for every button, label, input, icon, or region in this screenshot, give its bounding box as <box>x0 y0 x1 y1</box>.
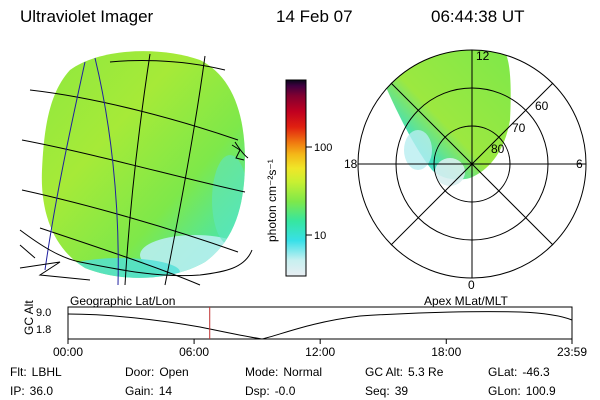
status-key: Mode: <box>245 365 279 379</box>
status-field: GLon: 100.9 <box>488 384 556 398</box>
status-field: Gain: 14 <box>125 384 172 398</box>
timeline-right-caption: Apex MLat/MLT <box>424 294 508 308</box>
colorbar-tick-100: 100 <box>314 142 332 154</box>
lat-label-80: 80 <box>491 142 505 156</box>
status-value: -46.3 <box>522 365 550 379</box>
timeline-x-tick-label: 12:00 <box>305 345 336 359</box>
mlt-label-0: 0 <box>468 278 475 292</box>
status-field: GLat: -46.3 <box>488 365 550 379</box>
status-key: Gain: <box>125 384 154 398</box>
status-field: Mode: Normal <box>245 365 322 379</box>
instrument-title: Ultraviolet Imager <box>20 7 154 26</box>
colorbar-tick-10: 10 <box>314 230 326 242</box>
status-key: Seq: <box>365 384 390 398</box>
mlt-label-6: 6 <box>576 157 583 171</box>
status-key: Door: <box>125 365 155 379</box>
mlt-label-12: 12 <box>476 49 490 63</box>
timeline-x-tick-label: 23:59 <box>556 345 588 359</box>
colorbar-unit-label: photon cm⁻²s⁻¹ <box>265 159 279 242</box>
status-key: GLat: <box>488 365 518 379</box>
status-field: Flt: LBHL <box>10 365 62 379</box>
status-field: Dsp: -0.0 <box>245 384 295 398</box>
status-key: Flt: <box>10 365 27 379</box>
timeline-plot <box>67 306 573 344</box>
status-field: Door: Open <box>125 365 189 379</box>
status-value: 100.9 <box>525 384 556 398</box>
status-value: Open <box>159 365 189 379</box>
status-field: GC Alt: 5.3 Re <box>365 365 443 379</box>
timeline-left-caption: Geographic Lat/Lon <box>70 294 176 308</box>
geographic-map <box>19 51 253 286</box>
colorbar: 100 10 photon cm⁻²s⁻¹ <box>265 79 332 277</box>
timeline-y-tick-max: 9.0 <box>36 307 52 319</box>
status-value: 36.0 <box>29 384 54 398</box>
status-key: IP: <box>10 384 25 398</box>
status-value: 5.3 Re <box>408 365 444 379</box>
status-value: 39 <box>394 384 409 398</box>
time-label: 06:44:38 UT <box>431 7 525 26</box>
timeline-x-tick-label: 18:00 <box>431 345 462 359</box>
status-value: 14 <box>158 384 173 398</box>
status-key: GLon: <box>488 384 521 398</box>
timeline-x-tick-label: 06:00 <box>179 345 210 359</box>
status-field: IP: 36.0 <box>10 384 53 398</box>
altitude-curve <box>67 311 573 340</box>
status-value: LBHL <box>31 365 62 379</box>
lat-label-60: 60 <box>535 99 549 113</box>
status-key: GC Alt: <box>365 365 404 379</box>
colorbar-scale <box>285 79 307 277</box>
timeline-y-tick-min: 1.8 <box>36 324 52 336</box>
status-field: Seq: 39 <box>365 384 408 398</box>
status-key: Dsp: <box>245 384 270 398</box>
date-label: 14 Feb 07 <box>276 7 353 26</box>
status-value: -0.0 <box>274 384 296 398</box>
status-value: Normal <box>283 365 323 379</box>
timeline-x-tick-label: 00:00 <box>52 345 84 359</box>
lat-label-70: 70 <box>512 121 526 135</box>
polar-plot: 12 18 6 0 60 70 80 <box>344 49 587 292</box>
image-panels: 100 10 photon cm⁻²s⁻¹ 12 18 6 0 60 70 80 <box>19 49 587 292</box>
earth-disk <box>41 51 245 278</box>
mlt-label-18: 18 <box>344 157 358 171</box>
